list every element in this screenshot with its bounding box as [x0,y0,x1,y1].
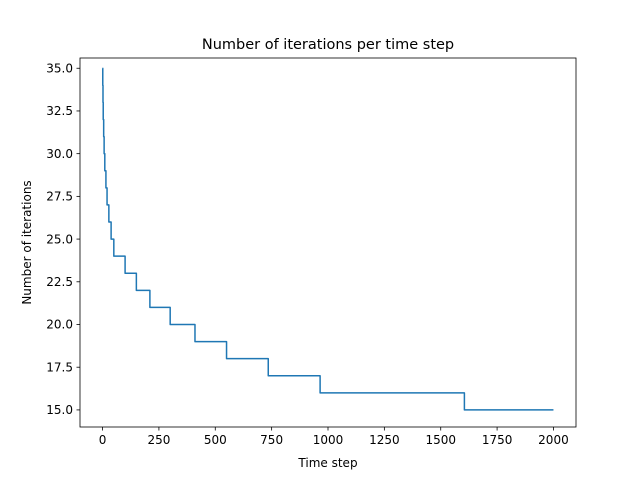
y-tick-label: 25.0 [46,232,73,246]
plot-area [102,67,554,411]
x-tick-label: 1250 [369,433,400,447]
y-axis-label: Number of iterations [20,180,34,304]
y-tick-label: 22.5 [46,275,73,289]
x-tick-label: 750 [260,433,283,447]
x-tick-label: 1500 [425,433,456,447]
x-tick-label: 250 [147,433,170,447]
x-tick-label: 500 [204,433,227,447]
y-tick-label: 20.0 [46,318,73,332]
y-tick-label: 32.5 [46,104,73,118]
x-tick-label: 2000 [538,433,569,447]
x-axis: 0 250 500 750 1000 1250 1500 1750 2000 [99,427,569,447]
series-line-0 [102,67,554,411]
x-tick-label: 1750 [482,433,513,447]
y-tick-label: 35.0 [46,61,73,75]
x-tick-label: 0 [99,433,107,447]
y-tick-label: 17.5 [46,360,73,374]
y-tick-label: 27.5 [46,190,73,204]
y-axis: 15.0 17.5 20.0 22.5 25.0 27.5 30.0 32.5 35.0 [46,61,80,417]
x-axis-label: Time step [297,456,357,470]
y-tick-label: 15.0 [46,403,73,417]
x-tick-label: 1000 [313,433,344,447]
y-tick-label: 30.0 [46,147,73,161]
chart-title: Number of iterations per time step [202,37,454,53]
